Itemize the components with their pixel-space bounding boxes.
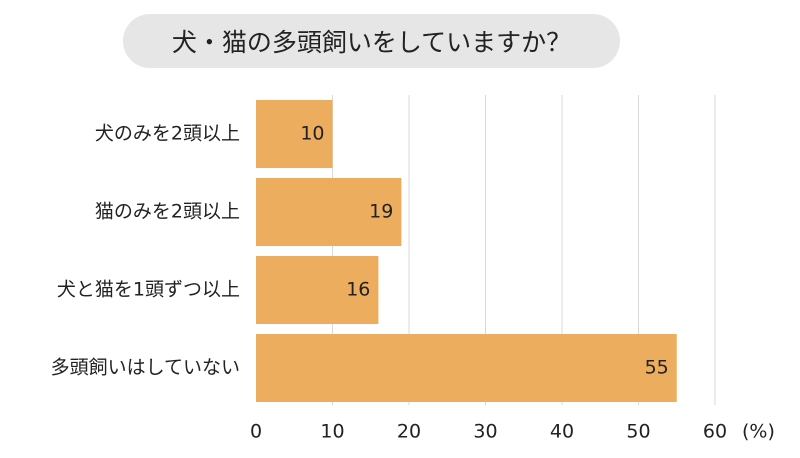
x-tick-label-60: 60 <box>703 421 727 443</box>
category-label-1: 犬のみを2頭以上 <box>95 123 240 145</box>
x-tick-label-50: 50 <box>626 421 650 443</box>
x-tick-label-40: 40 <box>550 421 574 443</box>
bar-1 <box>256 100 333 168</box>
bar-4 <box>256 334 677 402</box>
x-tick-label-10: 10 <box>320 421 344 443</box>
x-tick-label-0: 0 <box>250 421 262 443</box>
x-tick-label-30: 30 <box>473 421 497 443</box>
data-label-1: 10 <box>300 123 324 145</box>
data-label-3: 16 <box>346 279 370 301</box>
data-label-4: 55 <box>645 357 669 379</box>
labels: 0 10 20 30 40 50 60 (%) 犬のみを2頭以上 10 猫のみを2頭以上 19 犬と猫を… <box>51 123 775 443</box>
chart-title-pill: 犬・猫の多頭飼いをしていますか？ <box>123 14 620 68</box>
category-label-3: 犬と猫を1頭ずつ以上 <box>57 279 240 301</box>
x-tick-label-20: 20 <box>397 421 421 443</box>
bar-3 <box>256 256 379 324</box>
x-unit-label: (%) <box>742 421 775 443</box>
category-label-2: 猫のみを2頭以上 <box>95 201 240 223</box>
data-label-2: 19 <box>369 201 393 223</box>
bar-2 <box>256 178 402 246</box>
bars <box>256 100 677 402</box>
chart-title: 犬・猫の多頭飼いをしていますか？ <box>171 28 572 57</box>
category-label-4: 多頭飼いはしていない <box>51 357 240 379</box>
